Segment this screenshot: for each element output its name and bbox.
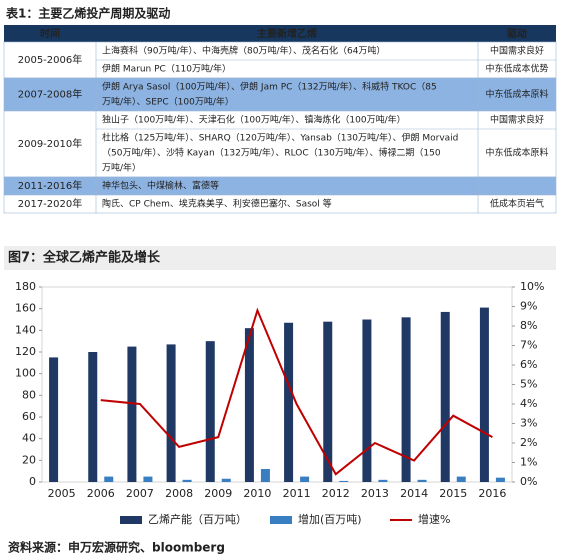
chart-title-bg	[4, 246, 556, 270]
legend-swatch	[270, 516, 292, 524]
x-tick-label: 2014	[400, 487, 428, 500]
y2-tick-label: 8%	[520, 319, 537, 332]
bar	[205, 341, 215, 482]
bar	[300, 476, 310, 482]
y-tick-label: 100	[15, 367, 36, 380]
table-row	[3, 176, 557, 196]
x-tick-label: 2013	[361, 487, 389, 500]
time-cell: 2009-2010年	[18, 137, 83, 150]
y-tick-label: 20	[22, 453, 36, 466]
y-tick-label: 160	[15, 302, 36, 315]
bar	[440, 311, 450, 482]
bar	[104, 476, 114, 482]
x-tick-label: 2015	[439, 487, 467, 500]
bar	[221, 478, 231, 482]
legend-label: 乙烯产能（百万吨）	[148, 512, 247, 526]
time-cell: 2007-2008年	[18, 88, 83, 101]
table-title: 表1：主要乙烯投产周期及驱动	[5, 6, 170, 21]
y2-tick-label: 3%	[520, 417, 537, 430]
bar	[378, 479, 388, 482]
driver-text: 中东低成本原料	[485, 88, 548, 100]
y-tick-label: 80	[22, 388, 36, 401]
chart-title: 图7：全球乙烯产能及增长	[8, 250, 161, 266]
y2-tick-label: 6%	[520, 358, 537, 371]
bar	[495, 477, 505, 482]
table-row	[3, 194, 557, 214]
driver-text: 中国需求良好	[490, 114, 544, 126]
bar	[362, 319, 372, 482]
y2-tick-label: 0%	[520, 475, 537, 488]
line	[100, 307, 493, 476]
item-text: 万吨/年）、SEPC（100万吨/年）	[102, 96, 234, 108]
y-tick-label: 60	[22, 410, 36, 423]
bar	[244, 328, 254, 482]
driver-text: 中东低成本原料	[485, 147, 548, 159]
x-tick-label: 2009	[204, 487, 232, 500]
legend-label: 增速%	[418, 512, 450, 526]
y2-tick-label: 4%	[520, 397, 537, 410]
x-tick-label: 2011	[283, 487, 311, 500]
header-cell: 主要新增乙烯	[257, 27, 317, 40]
driver-text: 中国需求良好	[490, 45, 544, 57]
driver-text: 低成本页岩气	[490, 198, 544, 210]
item-text: 独山子（100万吨/年）、天津石化（100万吨/年）、镇海炼化（100万吨/年）	[102, 114, 406, 126]
bar	[339, 480, 349, 482]
bar	[143, 476, 153, 482]
driver-text: 中东低成本优势	[485, 63, 548, 75]
bar	[284, 322, 294, 482]
x-tick-label: 2008	[165, 487, 193, 500]
bar	[166, 344, 176, 482]
y2-tick-label: 5%	[520, 378, 537, 391]
x-tick-label: 2012	[322, 487, 350, 500]
y2-tick-label: 9%	[520, 300, 537, 313]
y-tick-label: 140	[15, 323, 36, 336]
item-text: 陶氏、CP Chem、埃克森美孚、利安德巴塞尔、Sasol 等	[102, 198, 332, 210]
item-text: 万吨/年）	[102, 162, 141, 174]
item-text: 伊朗 Arya Sasol（100万吨/年）、伊朗 Jam PC（132万吨/年…	[102, 81, 437, 93]
x-tick-label: 2006	[87, 487, 115, 500]
x-tick-label: 2016	[478, 487, 506, 500]
y2-tick-label: 2%	[520, 436, 537, 449]
item-text: 上海赛科（90万吨/年）、中海壳牌（80万吨/年）、茂名石化（64万吨）	[102, 45, 385, 57]
item-text: （50万吨/年）、沙特 Kayan（132万吨/年）、RLOC（130万吨/年）…	[102, 147, 441, 159]
y-tick-label: 40	[22, 432, 36, 445]
header-cell: 驱动	[507, 27, 527, 40]
time-cell: 2011-2016年	[18, 179, 83, 192]
y2-tick-label: 7%	[520, 339, 537, 352]
bar	[88, 352, 98, 482]
y2-tick-label: 1%	[520, 456, 537, 469]
x-tick-label: 2005	[48, 487, 76, 500]
y2-tick-label: 10%	[520, 280, 544, 293]
bar	[417, 479, 427, 482]
x-tick-label: 2010	[243, 487, 271, 500]
source: 资料来源：申万宏源研究、bloomberg	[8, 540, 225, 555]
time-cell: 2005-2006年	[18, 53, 83, 66]
legend-swatch	[120, 516, 142, 524]
header-cell: 时间	[40, 27, 60, 40]
bar	[456, 476, 466, 482]
item-text: 神华包头、中煤榆林、富德等	[102, 180, 219, 192]
bar	[182, 479, 192, 482]
bar	[127, 346, 137, 482]
y-tick-label: 120	[15, 345, 36, 358]
y-tick-label: 180	[15, 280, 36, 293]
y-tick-label: 0	[29, 475, 36, 488]
item-text: 杜比格（125万吨/年）、SHARQ（120万吨/年）、Yansab（130万吨…	[102, 132, 458, 144]
x-tick-label: 2007	[126, 487, 154, 500]
bar	[260, 469, 270, 482]
item-text: 伊朗 Marun PC（110万吨/年）	[102, 63, 231, 75]
bar	[401, 317, 411, 482]
bar	[323, 321, 333, 482]
bar	[479, 307, 489, 482]
legend-label: 增加(百万吨)	[298, 512, 362, 526]
header-row	[4, 25, 556, 42]
time-cell: 2017-2020年	[18, 197, 83, 210]
bar	[49, 357, 59, 482]
